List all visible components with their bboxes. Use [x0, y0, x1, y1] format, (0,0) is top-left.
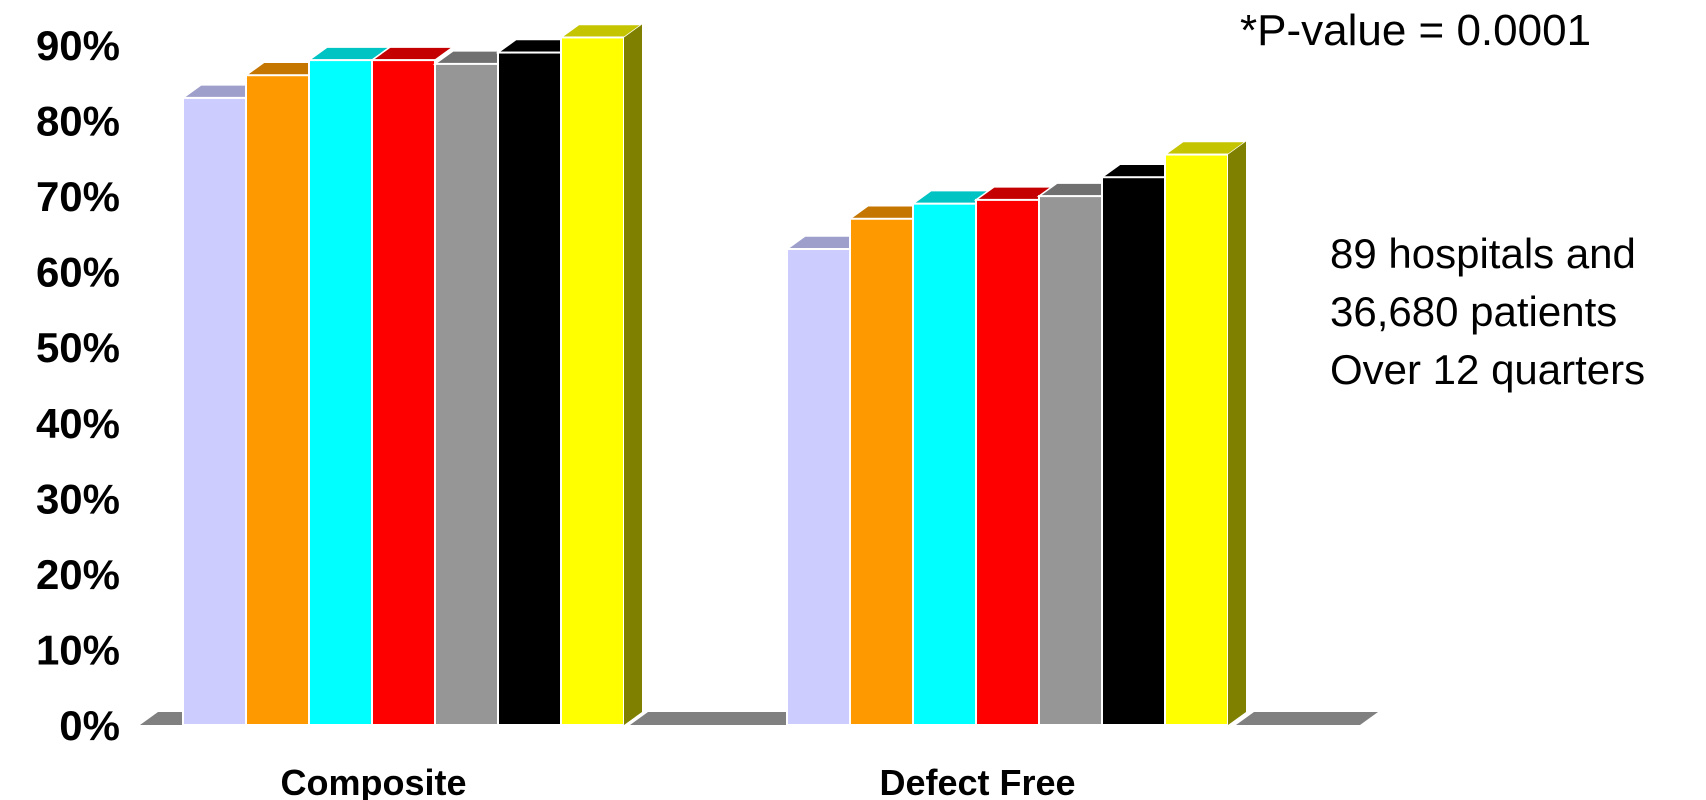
- bar-side-composite: [624, 24, 642, 725]
- x-axis-categories: Composite Defect Free: [280, 762, 1075, 800]
- bar-composite-1: [182, 96, 247, 726]
- bar-defect-free-6: [1101, 176, 1166, 726]
- x-category-label: Defect Free: [879, 762, 1075, 800]
- bar-composite-3: [308, 59, 373, 727]
- y-tick-label: 10%: [36, 626, 120, 673]
- note-line-1: 89 hospitals and: [1330, 230, 1636, 277]
- floor-segment-2: [630, 712, 805, 725]
- bar-defect-free-3: [912, 202, 977, 726]
- y-tick-label: 80%: [36, 98, 120, 145]
- x-category-label: Composite: [280, 762, 466, 800]
- bar-defect-free-4: [975, 198, 1040, 726]
- p-value-annotation: *P-value = 0.0001: [1240, 6, 1591, 55]
- y-tick-label: 90%: [36, 22, 120, 69]
- chart-floor: [140, 712, 1378, 725]
- bar-defect-free-1: [786, 248, 851, 726]
- y-tick-label: 60%: [36, 249, 120, 296]
- y-tick-label: 20%: [36, 551, 120, 598]
- y-tick-label: 50%: [36, 324, 120, 371]
- y-tick-label: 30%: [36, 475, 120, 522]
- bar-defect-free-7: [1164, 153, 1229, 727]
- note-line-3: Over 12 quarters: [1330, 346, 1645, 393]
- y-tick-label: 0%: [59, 702, 120, 749]
- bar-side-defect-free: [1228, 141, 1246, 726]
- y-axis-ticks: 0% 10% 20% 30% 40% 50% 60% 70% 80% 90%: [36, 22, 120, 749]
- bar-composite-4: [371, 59, 436, 727]
- bar-defect-free-5: [1038, 195, 1103, 727]
- bar-composite-5: [434, 62, 499, 726]
- bar-composite-7: [560, 36, 625, 726]
- y-tick-label: 70%: [36, 173, 120, 220]
- floor-segment-3: [1236, 712, 1378, 725]
- bar-composite-2: [245, 74, 310, 726]
- bar-defect-free-2: [849, 217, 914, 726]
- y-tick-label: 40%: [36, 400, 120, 447]
- note-line-2: 36,680 patients: [1330, 288, 1617, 335]
- bar-composite-6: [497, 51, 562, 727]
- bar-group: [180, 23, 1249, 727]
